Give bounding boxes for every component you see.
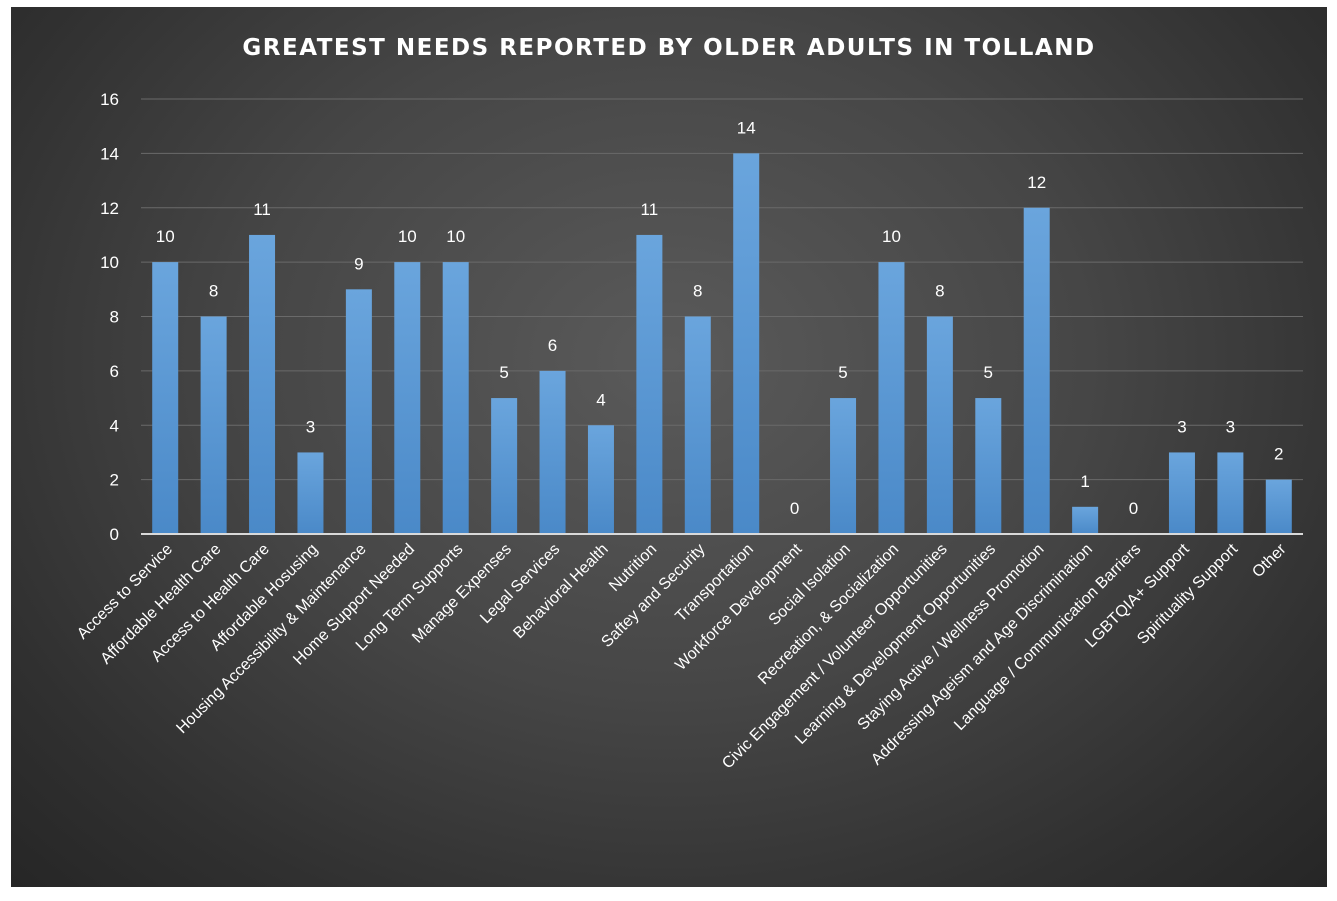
- data-label: 14: [737, 118, 756, 137]
- data-label: 5: [984, 363, 993, 382]
- data-label: 0: [1129, 499, 1138, 518]
- bar: [587, 425, 614, 534]
- bar: [1265, 479, 1292, 534]
- bar: [297, 452, 324, 534]
- data-label: 0: [790, 499, 799, 518]
- bar: [878, 262, 905, 534]
- chart-area: GREATEST NEEDS REPORTED BY OLDER ADULTS …: [11, 7, 1327, 887]
- data-label: 3: [1226, 417, 1235, 436]
- data-label: 9: [354, 254, 363, 273]
- data-label: 11: [253, 200, 271, 219]
- y-tick-label: 2: [110, 471, 119, 490]
- data-label: 10: [156, 227, 175, 246]
- bars: [152, 153, 1292, 534]
- y-tick-label: 16: [100, 90, 119, 109]
- bar: [636, 234, 663, 534]
- data-label: 1: [1080, 472, 1089, 491]
- y-tick-label: 10: [100, 253, 119, 272]
- x-category-label: Other: [1249, 540, 1290, 581]
- x-category-label: Addressing Ageism and Age Discrimination: [868, 541, 1096, 769]
- bar: [1072, 506, 1099, 534]
- data-label: 5: [838, 363, 847, 382]
- bar: [684, 316, 711, 534]
- data-label: 8: [693, 282, 702, 301]
- bar: [1168, 452, 1195, 534]
- data-label: 12: [1027, 173, 1046, 192]
- y-tick-label: 4: [110, 416, 119, 435]
- data-label: 2: [1274, 445, 1283, 464]
- bar: [491, 398, 518, 534]
- y-tick-label: 0: [110, 525, 119, 544]
- y-tick-label: 6: [110, 362, 119, 381]
- bar: [733, 153, 760, 534]
- bar: [442, 262, 469, 534]
- x-category-label: Behavioral Health: [510, 541, 611, 642]
- data-label: 6: [548, 336, 557, 355]
- bar: [1217, 452, 1244, 534]
- bar: [1023, 207, 1050, 534]
- x-category-label: Civic Engagement / Volunteer Opportuniti…: [719, 541, 951, 773]
- bar: [539, 370, 566, 534]
- data-label: 11: [641, 200, 659, 219]
- y-axis-ticks: 0 2 4 6 8 10 12 14 16: [100, 90, 119, 544]
- data-label: 8: [935, 282, 944, 301]
- bar: [152, 262, 179, 534]
- bar: [830, 398, 857, 534]
- bar: [249, 234, 276, 534]
- data-label: 10: [882, 227, 901, 246]
- data-label: 10: [446, 227, 465, 246]
- chart-title: GREATEST NEEDS REPORTED BY OLDER ADULTS …: [242, 35, 1095, 61]
- data-label: 5: [499, 363, 508, 382]
- data-label: 8: [209, 282, 218, 301]
- y-tick-label: 12: [100, 199, 119, 218]
- bar: [200, 316, 227, 534]
- bar: [345, 289, 372, 534]
- gridlines: [141, 98, 1303, 481]
- data-label: 3: [1177, 417, 1186, 436]
- data-label: 10: [398, 227, 417, 246]
- bar: [975, 398, 1002, 534]
- data-label: 3: [306, 417, 315, 436]
- bar: [926, 316, 953, 534]
- y-tick-label: 14: [100, 144, 119, 163]
- y-tick-label: 8: [110, 308, 119, 327]
- bar: [394, 262, 421, 534]
- bar-chart: GREATEST NEEDS REPORTED BY OLDER ADULTS …: [74, 35, 1303, 772]
- data-label: 4: [596, 390, 605, 409]
